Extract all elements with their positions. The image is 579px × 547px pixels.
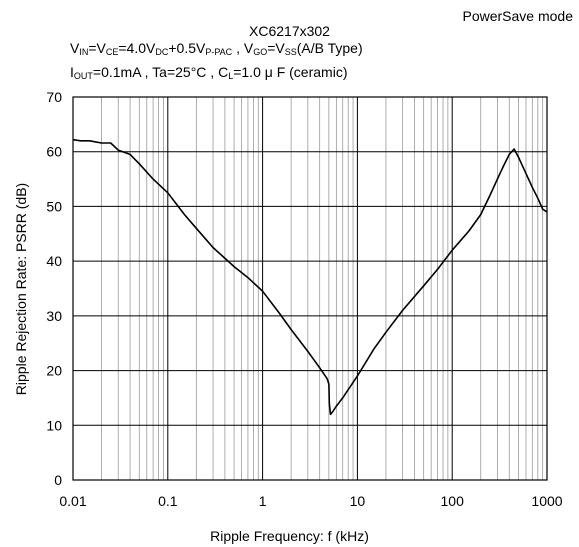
y-tick-label: 50 bbox=[46, 198, 62, 214]
chart-title: XC6217x302 bbox=[249, 23, 330, 39]
x-tick-label: 1 bbox=[259, 493, 267, 509]
x-tick-labels: 0.01 0.1 1 10 100 1000 bbox=[59, 493, 562, 509]
y-tick-label: 30 bbox=[46, 308, 62, 324]
y-tick-label: 60 bbox=[46, 144, 62, 160]
mode-label: PowerSave mode bbox=[462, 8, 573, 24]
y-tick-label: 10 bbox=[46, 417, 62, 433]
condition-line-2: IOUT=0.1mA , Ta=25°C , CL=1.0 μ F (ceram… bbox=[70, 64, 348, 81]
x-tick-label: 0.01 bbox=[59, 493, 86, 509]
x-tick-label: 10 bbox=[350, 493, 366, 509]
plot-frame bbox=[72, 96, 548, 481]
condition-line-1: VIN=VCE=4.0VDC+0.5VP-PAC , VGO=VSS(A/B T… bbox=[70, 40, 363, 57]
x-tick-label: 1000 bbox=[531, 493, 562, 509]
major-grid bbox=[73, 97, 547, 480]
y-tick-label: 0 bbox=[54, 472, 62, 488]
minor-grid bbox=[101, 97, 544, 480]
y-tick-label: 20 bbox=[46, 363, 62, 379]
x-tick-label: 100 bbox=[441, 493, 465, 509]
x-tick-label: 0.1 bbox=[158, 493, 178, 509]
x-axis-label: Ripple Frequency: f (kHz) bbox=[210, 528, 369, 544]
psrr-curve bbox=[72, 138, 548, 416]
y-tick-labels: 0 10 20 30 40 50 60 70 bbox=[46, 89, 62, 488]
series-group bbox=[72, 138, 548, 416]
y-tick-label: 40 bbox=[46, 253, 62, 269]
y-tick-label: 70 bbox=[46, 89, 62, 105]
